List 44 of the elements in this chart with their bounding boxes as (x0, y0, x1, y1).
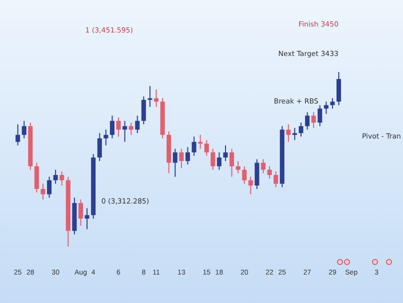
candlestick (128, 122, 134, 136)
candlestick (204, 140, 209, 156)
candlestick (97, 132, 102, 162)
candlestick (336, 72, 342, 106)
candlestick (78, 198, 84, 226)
candlestick (16, 124, 20, 146)
candlestick (292, 127, 297, 141)
candlestick (242, 166, 247, 184)
candlestick (84, 208, 90, 230)
candlestick (40, 183, 46, 200)
candlestick (216, 152, 222, 170)
candlestick (248, 176, 253, 195)
candlestick (148, 85, 152, 108)
candlestick (141, 96, 146, 125)
candlestick (154, 88, 159, 108)
candlestick (179, 148, 184, 169)
candlestick (185, 146, 190, 166)
candlestick (172, 148, 178, 178)
candlestick (274, 171, 278, 188)
candlestick (305, 112, 310, 130)
candlestick (260, 158, 266, 174)
candlestick (47, 176, 52, 198)
candlestick (104, 129, 108, 146)
candlestick (34, 162, 39, 193)
candlestick (330, 98, 335, 110)
candlestick (53, 169, 58, 184)
candlestick (254, 158, 260, 190)
candlestick (60, 171, 64, 186)
candlestick (135, 115, 140, 134)
candlestick (318, 104, 322, 127)
candlestick (110, 115, 114, 139)
candlestick (236, 160, 240, 174)
candlestick (116, 116, 121, 138)
candlestick (223, 144, 228, 162)
candlestick (210, 148, 216, 170)
candlestick (286, 124, 291, 142)
candlestick (311, 112, 316, 128)
candlestick (267, 166, 272, 180)
candlestick (230, 148, 234, 178)
candlestick (298, 122, 304, 138)
candlestick (122, 120, 128, 142)
candlestick (324, 101, 328, 114)
candlestick (192, 136, 196, 156)
candlestick (22, 120, 26, 139)
